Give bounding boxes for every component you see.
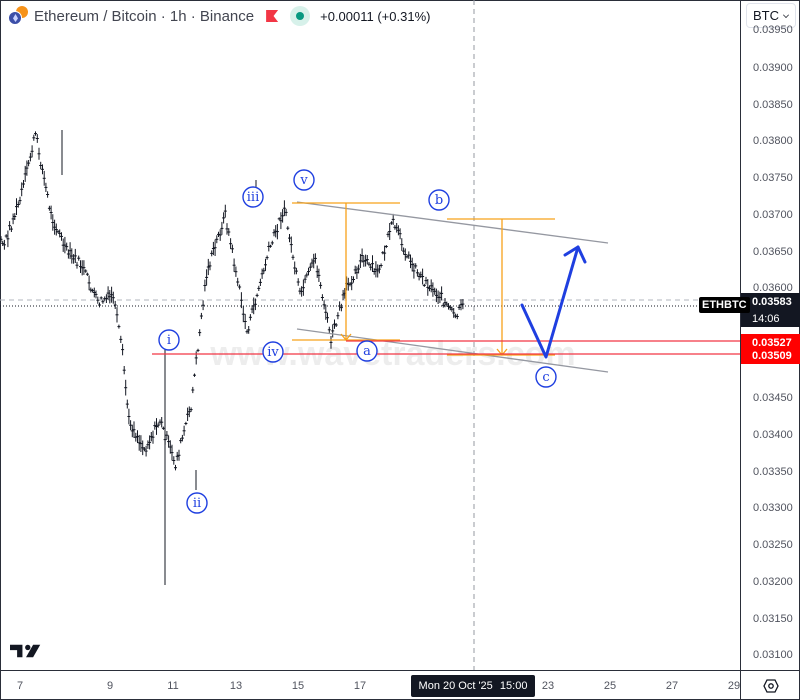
svg-text:a: a	[363, 344, 371, 359]
time-tick: 9	[106, 680, 114, 692]
price-tick: 0.03150	[753, 612, 793, 625]
symbol-title[interactable]: Ethereum / Bitcoin · 1h · Binance	[34, 7, 255, 25]
price-tick: 0.03200	[753, 575, 793, 588]
price-change: +0.00011 (+0.31%)	[320, 8, 431, 24]
time-tick: 17	[353, 680, 367, 692]
svg-text:i: i	[167, 333, 171, 348]
price-tick: 0.03600	[753, 282, 793, 295]
chart-header: Ethereum / Bitcoin · 1h · Binance +0.000…	[6, 4, 437, 28]
price-tick: 0.03750	[753, 172, 793, 185]
crosshair-date-tag: Mon 20 Oct '25 15:00	[411, 675, 535, 697]
svg-text:v: v	[299, 173, 308, 188]
current-price-value: 0.03583	[752, 295, 792, 308]
wave-label-ii[interactable]: ii	[186, 492, 208, 514]
crosshair-time: 15:00	[499, 680, 528, 692]
time-tick: 15	[291, 680, 305, 692]
fib-measure-2[interactable]	[447, 218, 555, 357]
chevron-down-icon	[783, 12, 789, 18]
time-tick: 29	[727, 680, 741, 692]
price-tick: 0.03400	[753, 429, 793, 441]
channel-upper-line[interactable]	[296, 201, 609, 244]
time-tick: 25	[603, 680, 617, 692]
price-axis[interactable]: BTC 0.03950 0.03900 0.03850 0.03800 0.03750 0…	[740, 0, 800, 670]
time-tick: 13	[229, 680, 243, 692]
wave-label-c[interactable]: c	[535, 366, 557, 388]
market-status-icon[interactable]	[290, 6, 311, 26]
wave-label-i[interactable]: i	[158, 329, 180, 351]
crosshair-date: Mon 20 Oct '25	[418, 680, 493, 692]
settings-icon[interactable]	[762, 678, 779, 694]
current-price-tag: 0.03583	[741, 293, 800, 310]
countdown-tag: 14:06	[741, 310, 800, 327]
level-value-1: 0.03527	[752, 336, 792, 349]
eth-btc-pair-icon	[6, 6, 28, 26]
price-tick: 0.03850	[753, 98, 793, 111]
price-tick: 0.03350	[753, 465, 793, 478]
currency-selector[interactable]: BTC	[746, 3, 796, 28]
projection-arrow[interactable]	[520, 245, 587, 359]
svg-text:b: b	[435, 193, 443, 208]
flag-icon[interactable]	[266, 10, 279, 22]
axis-corner	[740, 670, 800, 700]
symbol-tag: ETHBTC	[699, 297, 750, 313]
level-tag-2: 0.03509	[741, 347, 800, 364]
wave-label-b[interactable]: b	[428, 189, 450, 211]
price-tick: 0.03800	[753, 135, 793, 148]
wave-label-iii[interactable]: iii	[242, 186, 264, 208]
price-tick: 0.03950	[753, 24, 793, 36]
wave-label-iv[interactable]: iv	[262, 341, 284, 363]
countdown-value: 14:06	[752, 312, 780, 325]
time-tick: 11	[167, 680, 179, 692]
price-tick: 0.03450	[753, 392, 793, 405]
wave-label-v[interactable]: v	[293, 169, 315, 191]
tradingview-logo[interactable]	[10, 643, 42, 659]
eth-coin-icon	[8, 11, 22, 25]
level-tag-1: 0.03527	[741, 334, 800, 351]
price-tick: 0.03900	[753, 62, 793, 74]
level-value-2: 0.03509	[752, 349, 792, 362]
svg-text:iii: iii	[247, 190, 259, 205]
price-tick: 0.03700	[753, 208, 793, 221]
wave-label-a[interactable]: a	[356, 340, 378, 362]
time-axis[interactable]: 7 9 11 13 15 17 23 25 27 29 Mon 20 Oct '25 15:00	[0, 670, 740, 700]
svg-text:iv: iv	[267, 345, 279, 360]
currency-label: BTC	[753, 8, 779, 23]
price-tick: 0.03250	[753, 539, 793, 552]
time-tick: 27	[665, 680, 679, 692]
time-tick: 23	[541, 680, 555, 692]
price-tick: 0.03100	[753, 649, 793, 662]
svg-text:c: c	[542, 370, 549, 385]
price-tick: 0.03650	[753, 245, 793, 258]
svg-text:ii: ii	[193, 496, 201, 511]
price-tick: 0.03300	[753, 502, 793, 515]
fib-measure-1[interactable]	[292, 202, 400, 342]
time-tick: 7	[16, 680, 24, 692]
